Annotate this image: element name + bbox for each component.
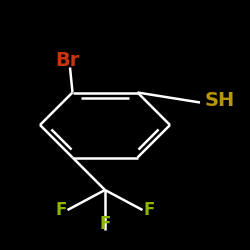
Text: F: F — [143, 201, 154, 219]
Text: F: F — [99, 215, 111, 233]
Text: F: F — [56, 201, 67, 219]
Text: SH: SH — [205, 90, 235, 110]
Text: Br: Br — [55, 50, 80, 70]
